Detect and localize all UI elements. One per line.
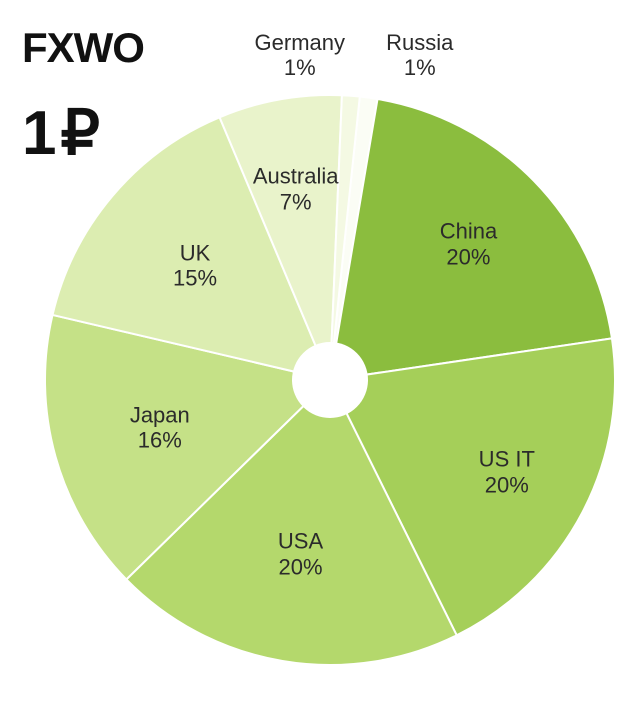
slice-label-germany: Germany1% (255, 30, 345, 81)
slice-label-china: China20% (440, 219, 497, 270)
fund-ticker: FXWO (22, 24, 144, 72)
slice-label-us-it: US IT20% (479, 447, 535, 498)
slice-label-japan: Japan16% (130, 402, 190, 453)
pie-center-hole (292, 342, 368, 418)
slice-label-russia: Russia1% (386, 30, 453, 81)
slice-label-usa: USA20% (278, 529, 323, 580)
slice-label-uk: UK15% (173, 241, 217, 292)
slice-label-australia: Australia7% (253, 164, 339, 215)
allocation-pie-chart: China20% US IT20% USA20% Japan16% UK15% Austr… (40, 90, 620, 670)
